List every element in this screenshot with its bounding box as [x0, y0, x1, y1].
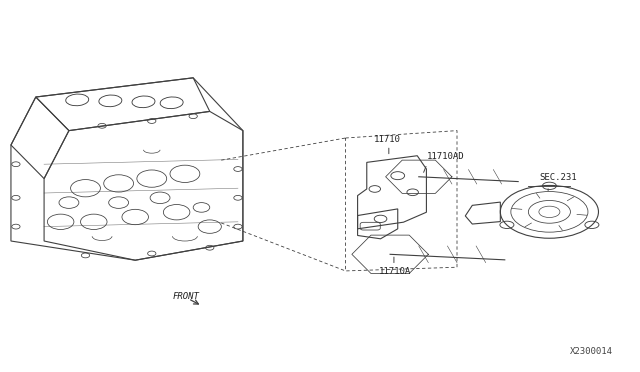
Text: X2300014: X2300014: [570, 347, 613, 356]
Text: 11710A: 11710A: [379, 267, 412, 276]
Text: 11710AD: 11710AD: [426, 152, 464, 161]
Text: FRONT: FRONT: [172, 292, 199, 301]
Text: SEC.231: SEC.231: [540, 173, 577, 182]
Text: 11710: 11710: [374, 135, 401, 144]
